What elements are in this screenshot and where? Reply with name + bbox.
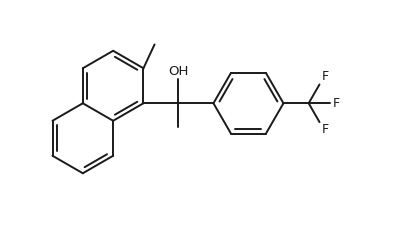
Text: OH: OH [168, 65, 189, 78]
Text: F: F [321, 70, 328, 83]
Text: F: F [321, 123, 328, 136]
Text: F: F [332, 97, 339, 110]
